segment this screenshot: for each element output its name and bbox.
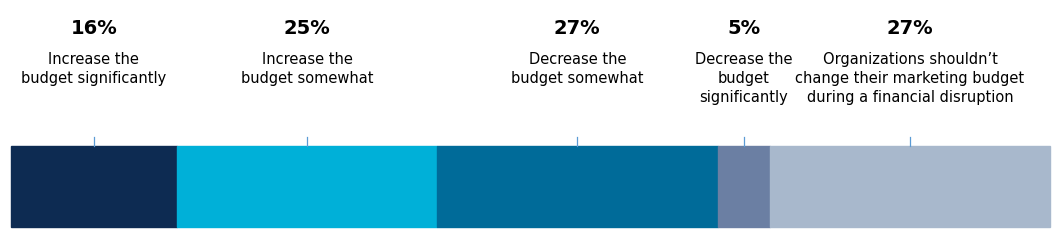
Text: 27%: 27% <box>887 19 934 38</box>
Text: Decrease the
budget
significantly: Decrease the budget significantly <box>695 52 793 105</box>
Text: Increase the
budget significantly: Increase the budget significantly <box>21 52 167 86</box>
Text: 27%: 27% <box>554 19 601 38</box>
Bar <box>717 146 769 227</box>
Bar <box>11 146 177 227</box>
Text: Increase the
budget somewhat: Increase the budget somewhat <box>241 52 373 86</box>
Text: 5%: 5% <box>727 19 761 38</box>
Text: Decrease the
budget somewhat: Decrease the budget somewhat <box>511 52 644 86</box>
Bar <box>437 146 717 227</box>
Text: Organizations shouldn’t
change their marketing budget
during a financial disrupt: Organizations shouldn’t change their mar… <box>796 52 1025 105</box>
Bar <box>177 146 437 227</box>
Text: 25%: 25% <box>283 19 330 38</box>
Text: 16%: 16% <box>70 19 117 38</box>
Bar <box>769 146 1050 227</box>
